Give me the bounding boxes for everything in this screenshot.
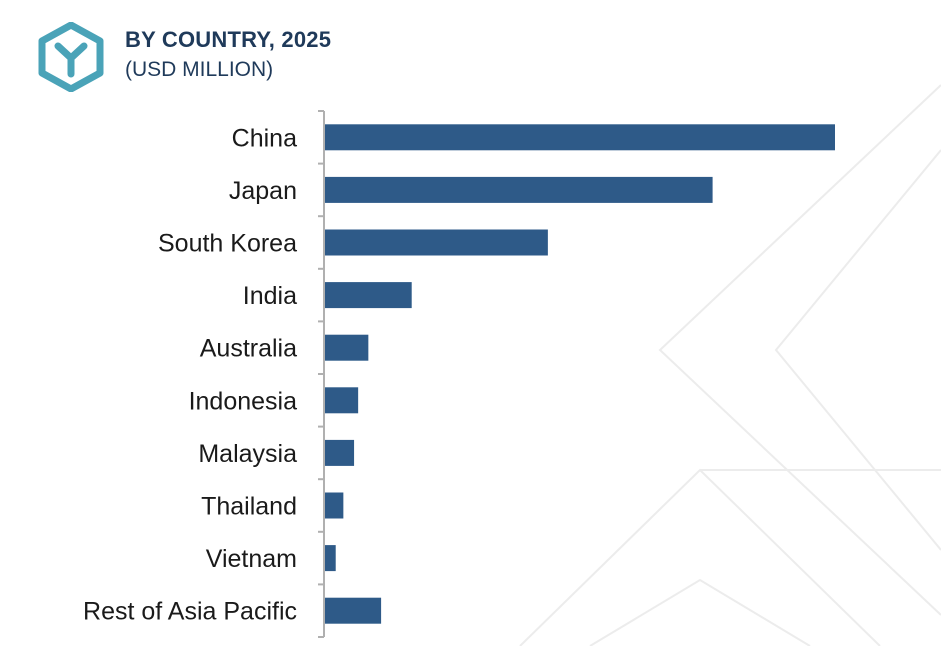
- bar-south-korea: [325, 229, 548, 256]
- category-label: Malaysia: [198, 440, 297, 468]
- category-label: India: [243, 282, 297, 310]
- bar-japan: [325, 176, 713, 203]
- bar-china: [325, 124, 835, 151]
- chart-header: BY COUNTRY, 2025 (USD MILLION): [38, 22, 638, 92]
- bar-rest-of-asia-pacific: [325, 597, 382, 624]
- category-label: Indonesia: [189, 387, 298, 415]
- bar-indonesia: [325, 387, 359, 414]
- category-label: Australia: [200, 335, 297, 363]
- hexagon-y-logo-icon: [38, 22, 104, 92]
- chart-subtitle: (USD MILLION): [125, 58, 274, 81]
- category-label: China: [232, 124, 297, 152]
- category-label: Japan: [229, 177, 297, 205]
- bar-india: [325, 282, 412, 309]
- bar-australia: [325, 334, 369, 361]
- category-label: Vietnam: [206, 545, 297, 573]
- category-label: Thailand: [201, 493, 297, 521]
- bar-malaysia: [325, 439, 355, 466]
- category-label: Rest of Asia Pacific: [83, 598, 297, 626]
- bar-thailand: [325, 492, 344, 519]
- category-label: South Korea: [158, 230, 297, 258]
- chart-title: BY COUNTRY, 2025: [125, 27, 332, 52]
- bar-vietnam: [325, 545, 336, 572]
